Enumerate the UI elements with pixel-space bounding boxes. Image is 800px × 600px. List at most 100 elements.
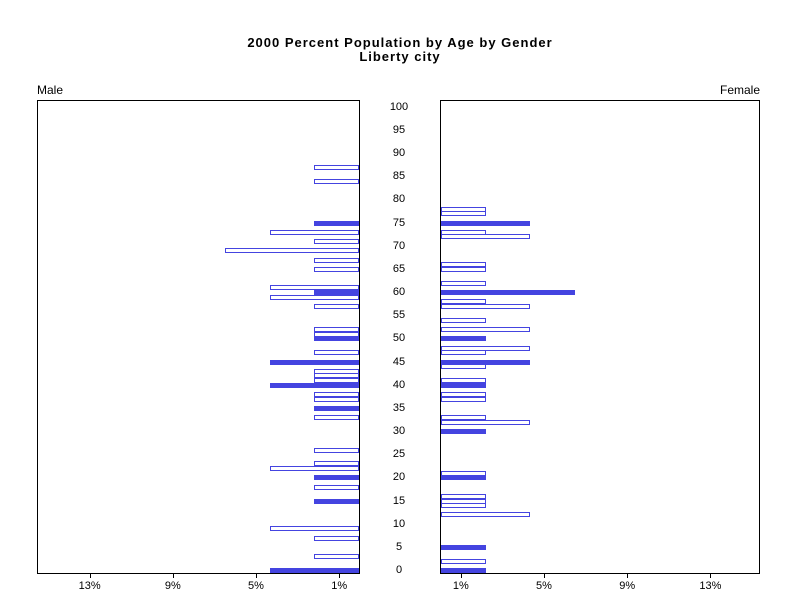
male-pct-tick-label-9: 9% <box>164 580 181 592</box>
male-bar-age-52 <box>314 327 359 333</box>
male-bar-age-75 <box>314 220 359 226</box>
age-tick-label-55: 55 <box>392 309 406 322</box>
male-pct-tick-label-1: 1% <box>331 580 348 592</box>
female-pct-tick-label-5: 5% <box>536 580 552 592</box>
age-tick-label-65: 65 <box>392 262 406 275</box>
female-pct-tick-9 <box>627 574 629 578</box>
male-bar-age-7 <box>314 535 359 541</box>
male-panel-label: Male <box>37 83 64 97</box>
male-pct-tick-9 <box>172 574 174 578</box>
female-bar-age-66 <box>441 262 486 268</box>
female-bar-age-65 <box>441 266 486 272</box>
female-bar-age-47 <box>441 350 486 356</box>
female-bar-age-40 <box>441 382 486 388</box>
age-tick-label-40: 40 <box>392 378 406 391</box>
male-bars-panel <box>37 100 360 574</box>
female-pct-tick-label-13: 13% <box>699 580 722 592</box>
male-bar-age-43 <box>314 368 359 374</box>
male-bar-age-33 <box>314 415 359 421</box>
female-bar-age-15 <box>441 498 486 504</box>
male-bar-age-35 <box>314 405 359 411</box>
male-bar-age-20 <box>314 475 359 481</box>
male-bar-age-37 <box>314 396 359 402</box>
female-bar-age-21 <box>441 470 486 476</box>
age-tick-label-60: 60 <box>392 286 406 299</box>
female-pct-tick-label-9: 9% <box>619 580 636 592</box>
male-bar-age-65 <box>314 266 359 272</box>
female-bar-age-45 <box>441 359 530 365</box>
female-bar-age-57 <box>441 303 530 309</box>
age-tick-label-30: 30 <box>392 425 406 437</box>
female-bar-age-12 <box>441 512 530 518</box>
male-bar-age-38 <box>314 391 359 397</box>
male-bar-age-57 <box>314 303 359 309</box>
male-pct-tick-label-13: 13% <box>78 580 101 592</box>
male-bar-age-84 <box>314 178 359 184</box>
female-pct-tick-5 <box>544 574 545 578</box>
age-tick-label-0: 0 <box>395 564 403 576</box>
female-bar-age-52 <box>441 327 530 333</box>
age-tick-label-95: 95 <box>392 123 406 136</box>
male-bar-age-60 <box>314 290 359 296</box>
age-tick-label-50: 50 <box>392 332 406 345</box>
female-bar-age-14 <box>441 503 486 509</box>
female-bar-age-20 <box>441 475 486 481</box>
chart-title-line2: Liberty city <box>359 49 441 64</box>
female-bars-panel <box>440 100 760 574</box>
male-pct-tick-1 <box>339 574 341 578</box>
male-bar-age-69 <box>225 248 359 254</box>
female-bar-age-50 <box>441 336 486 342</box>
female-bar-age-37 <box>441 396 486 402</box>
male-pct-tick-5 <box>256 574 257 578</box>
female-bar-age-54 <box>441 317 486 323</box>
age-tick-label-5: 5 <box>395 540 403 553</box>
female-bar-age-32 <box>441 419 530 425</box>
age-tick-label-70: 70 <box>392 239 406 252</box>
male-bar-age-41 <box>314 378 359 384</box>
male-bar-age-73 <box>270 229 359 235</box>
female-bar-age-62 <box>441 280 486 286</box>
male-bar-age-61 <box>270 285 359 291</box>
male-bar-age-23 <box>314 461 359 467</box>
female-pct-tick-13 <box>710 574 712 578</box>
female-bar-age-2 <box>441 558 486 564</box>
age-tick-label-90: 90 <box>392 147 406 160</box>
age-tick-label-25: 25 <box>392 448 406 461</box>
male-bar-age-51 <box>314 331 359 337</box>
male-bar-age-15 <box>314 498 359 504</box>
chart-title: 2000 Percent Population by Age by Gender… <box>0 36 800 64</box>
female-bar-age-16 <box>441 493 486 499</box>
male-bar-age-71 <box>314 239 359 245</box>
male-bar-age-22 <box>270 466 359 472</box>
male-bar-age-67 <box>314 257 359 263</box>
male-bar-age-26 <box>314 447 359 453</box>
male-bar-age-9 <box>270 526 359 532</box>
male-pct-tick-13 <box>89 574 91 578</box>
female-bar-age-78 <box>441 206 486 212</box>
female-pct-tick-label-1: 1% <box>452 580 469 592</box>
age-tick-label-100: 100 <box>389 100 409 113</box>
male-bar-age-45 <box>270 359 359 365</box>
chart-title-line1: 2000 Percent Population by Age by Gender <box>247 35 553 50</box>
female-pct-tick-1 <box>460 574 462 578</box>
female-bar-age-58 <box>441 299 486 305</box>
male-bar-age-18 <box>314 484 359 490</box>
female-bar-age-75 <box>441 220 530 226</box>
female-bar-age-60 <box>441 290 575 296</box>
female-bar-age-5 <box>441 544 486 550</box>
male-bar-age-0 <box>270 568 359 573</box>
male-bar-age-59 <box>270 294 359 300</box>
female-bar-age-41 <box>441 378 486 384</box>
age-tick-label-20: 20 <box>392 471 406 484</box>
male-bar-age-3 <box>314 554 359 560</box>
age-tick-label-75: 75 <box>392 216 406 229</box>
male-pct-tick-label-5: 5% <box>248 580 264 592</box>
male-bar-age-87 <box>314 164 359 170</box>
female-bar-age-33 <box>441 415 486 421</box>
female-bar-age-38 <box>441 391 486 397</box>
female-bar-age-72 <box>441 234 530 240</box>
female-panel-label: Female <box>719 83 760 97</box>
female-bar-age-48 <box>441 345 530 351</box>
age-tick-label-10: 10 <box>392 517 406 530</box>
